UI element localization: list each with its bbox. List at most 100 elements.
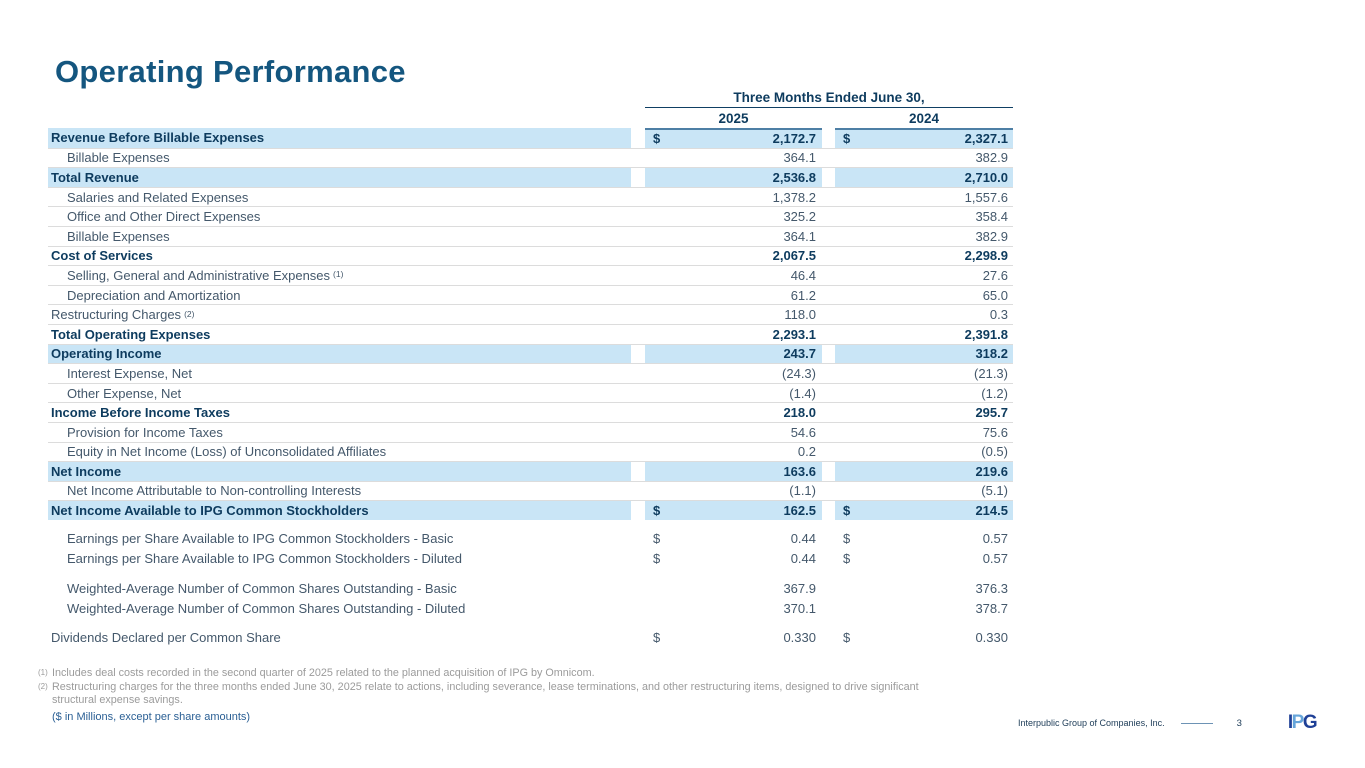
row-value-2025: 2,536.8	[772, 169, 816, 185]
row-value-2025: 0.44	[790, 550, 816, 566]
dollar-sign: $	[843, 629, 851, 645]
column-gap	[822, 384, 835, 403]
row-label-text: Net Income Attributable to Non-controlli…	[67, 483, 362, 499]
row-label: Other Expense, Net	[48, 384, 631, 403]
row-value-2024: 219.6	[975, 463, 1008, 479]
row-label-text: Interest Expense, Net	[67, 365, 193, 381]
column-gap	[631, 482, 645, 501]
table-row: Restructuring Charges (2) 118.0 0.3	[48, 304, 1013, 324]
table-row: Office and Other Direct Expenses 325.2 3…	[48, 206, 1013, 226]
year-label-2024: 2024	[908, 110, 940, 126]
table-row: Cost of Services 2,067.5 2,298.9	[48, 245, 1013, 266]
row-label-text: Income Before Income Taxes	[51, 405, 230, 421]
column-gap	[631, 325, 645, 344]
column-gap	[822, 128, 835, 148]
column-gap	[822, 286, 835, 305]
column-gap	[631, 599, 645, 619]
row-label: Net Income	[48, 462, 631, 481]
row-value-2024: 376.3	[975, 581, 1008, 597]
row-cell-2025: 2,293.1	[645, 325, 822, 344]
table-row: Other Expense, Net (1.4) (1.2)	[48, 382, 1013, 403]
row-label: Billable Expenses	[48, 149, 631, 168]
row-value-2025: 2,172.7	[772, 131, 816, 147]
row-label: Operating Income	[48, 344, 631, 364]
row-cell-2024: (1.2)	[835, 384, 1013, 403]
footnote-ref: (2)	[184, 308, 195, 319]
row-cell-2025: 2,536.8	[645, 168, 822, 187]
column-gap	[822, 247, 835, 266]
row-value-2024: 2,327.1	[964, 131, 1008, 147]
row-label-text: Total Revenue	[51, 169, 139, 185]
column-gap	[822, 207, 835, 226]
dollar-sign: $	[653, 550, 661, 566]
row-cell-2025: (1.1)	[645, 482, 822, 501]
row-cell-2025: 1,378.2	[645, 188, 822, 207]
row-label-text: Total Operating Expenses	[51, 326, 211, 342]
row-label-text: Dividends Declared per Common Share	[51, 629, 281, 645]
row-value-2024: 382.9	[975, 150, 1008, 166]
row-value-2024: 0.3	[989, 307, 1008, 323]
row-value-2024: 0.330	[975, 629, 1008, 645]
row-value-2024: 378.7	[975, 600, 1008, 616]
row-cell-2024: 1,557.6	[835, 188, 1013, 207]
column-gap	[631, 266, 645, 285]
row-label: Weighted-Average Number of Common Shares…	[48, 579, 631, 599]
row-cell-2024: 382.9	[835, 149, 1013, 168]
dollar-sign: $	[653, 629, 661, 645]
column-gap	[822, 345, 835, 364]
logo-letter-i: I	[1287, 712, 1293, 733]
column-gap	[631, 227, 645, 246]
row-label: Earnings per Share Available to IPG Comm…	[48, 548, 631, 568]
footer-company: Interpublic Group of Companies, Inc.	[1018, 718, 1165, 728]
row-value-2024: 75.6	[982, 424, 1008, 440]
column-gap	[822, 462, 835, 481]
row-value-2025: 1,378.2	[772, 189, 816, 205]
row-cell-2025: 367.9	[645, 579, 822, 599]
row-cell-2025: $0.330	[645, 627, 822, 647]
units-note: ($ in Millions, except per share amounts…	[52, 710, 251, 723]
table-row: Income Before Income Taxes 218.0 295.7	[48, 402, 1013, 422]
row-cell-2024: (21.3)	[835, 364, 1013, 383]
table-row: Dividends Declared per Common Share $0.3…	[48, 627, 1013, 647]
column-gap	[631, 149, 645, 168]
row-value-2024: 65.0	[982, 287, 1008, 303]
row-cell-2024: 219.6	[835, 462, 1013, 481]
row-label-text: Provision for Income Taxes	[67, 424, 223, 440]
column-gap	[631, 364, 645, 383]
year-label-2025: 2025	[718, 110, 749, 126]
row-value-2024: 0.57	[982, 550, 1008, 566]
row-value-2024: 358.4	[975, 209, 1008, 225]
row-value-2025: 325.2	[783, 209, 816, 225]
row-cell-2025: 61.2	[645, 286, 822, 305]
column-gap	[631, 247, 645, 266]
slide-footer: Interpublic Group of Companies, Inc. 3 I…	[1018, 712, 1318, 733]
column-gap	[631, 168, 645, 187]
column-gap	[822, 305, 835, 324]
column-gap	[822, 423, 835, 442]
dollar-sign: $	[653, 531, 661, 547]
logo-letter-p: P	[1291, 712, 1305, 733]
row-cell-2025: 364.1	[645, 149, 822, 168]
column-gap	[631, 345, 645, 364]
dollar-sign: $	[843, 503, 851, 519]
row-label: Provision for Income Taxes	[48, 423, 631, 442]
table-row: Total Operating Expenses 2,293.1 2,391.8	[48, 323, 1013, 344]
row-value-2024: 318.2	[975, 346, 1008, 362]
column-gap	[822, 482, 835, 501]
row-label: Restructuring Charges (2)	[48, 305, 631, 324]
row-label: Interest Expense, Net	[48, 364, 631, 383]
row-label: Cost of Services	[48, 247, 631, 266]
row-label-text: Operating Income	[51, 346, 162, 362]
row-value-2025: 364.1	[783, 228, 816, 244]
row-label: Total Operating Expenses	[48, 325, 631, 344]
row-label: Office and Other Direct Expenses	[48, 207, 631, 226]
row-cell-2025: (1.4)	[645, 384, 822, 403]
row-cell-2025: 370.1	[645, 599, 822, 619]
table-row: Total Revenue 2,536.8 2,710.0	[48, 167, 1013, 187]
row-value-2025: 118.0	[784, 307, 816, 323]
row-cell-2025: 364.1	[645, 227, 822, 246]
footnote-2-marker: (2)	[38, 681, 48, 691]
table-row: Billable Expenses 364.1 382.9	[48, 147, 1013, 168]
page-number: 3	[1236, 717, 1242, 729]
row-value-2024: 2,391.8	[964, 326, 1008, 342]
